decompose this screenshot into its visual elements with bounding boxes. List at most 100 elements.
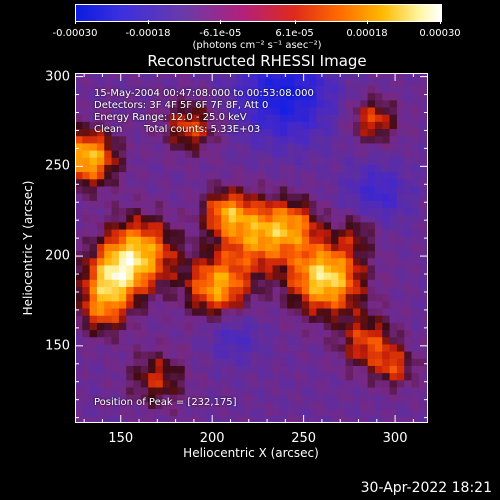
heatmap-cell xyxy=(133,293,142,302)
heatmap-cell xyxy=(214,85,222,94)
heatmap-cell xyxy=(287,336,295,345)
heatmap-cell xyxy=(257,315,266,323)
heatmap-cell xyxy=(118,415,127,423)
heatmap-cell xyxy=(309,300,317,309)
heatmap-cell xyxy=(287,344,295,352)
heatmap-cell xyxy=(257,178,266,187)
heatmap-cell xyxy=(170,358,178,366)
heatmap-cell xyxy=(148,107,156,115)
heatmap-cell xyxy=(235,178,244,187)
heatmap-cell xyxy=(294,143,303,151)
heatmap-cell xyxy=(133,135,142,144)
heatmap-cell xyxy=(389,394,398,402)
heatmap-cell xyxy=(272,236,281,244)
heatmap-cell xyxy=(338,73,347,79)
heatmap-cell xyxy=(199,329,208,338)
heatmap-cell xyxy=(360,78,369,86)
heatmap-cell xyxy=(345,221,354,230)
heatmap-cell xyxy=(418,92,427,101)
heatmap-cell xyxy=(111,99,120,108)
heatmap-cell xyxy=(250,150,259,158)
heatmap-cell xyxy=(148,279,156,287)
heatmap-cell xyxy=(374,135,383,144)
heatmap-cell xyxy=(389,365,398,374)
heatmap-cell xyxy=(367,272,376,280)
heatmap-cell xyxy=(287,207,295,216)
heatmap-cell xyxy=(353,315,361,323)
heatmap-cell xyxy=(111,107,120,115)
heatmap-cell xyxy=(221,186,230,194)
heatmap-cell xyxy=(323,107,332,115)
heatmap-cell xyxy=(301,229,310,237)
heatmap-cell xyxy=(243,379,251,388)
heatmap-cell xyxy=(184,308,193,316)
heatmap-cell xyxy=(192,272,200,280)
heatmap-cell xyxy=(133,200,142,209)
heatmap-cell xyxy=(111,157,120,165)
heatmap-cell xyxy=(155,272,164,280)
heatmap-cell xyxy=(155,135,164,144)
heatmap-cell xyxy=(389,78,398,86)
heatmap-cell xyxy=(140,78,149,86)
heatmap-cell xyxy=(367,92,376,101)
y-axis-label: Heliocentric Y (arcsec) xyxy=(21,180,35,316)
heatmap-cell xyxy=(177,401,186,410)
heatmap-cell xyxy=(353,293,361,302)
heatmap-cell xyxy=(382,186,390,194)
heatmap-cell xyxy=(382,372,390,381)
heatmap-cell xyxy=(192,229,200,237)
heatmap-cell xyxy=(279,150,288,158)
heatmap-cell xyxy=(148,272,156,280)
heatmap-cell xyxy=(184,73,193,79)
annotation-method: Clean xyxy=(94,124,123,135)
heatmap-cell xyxy=(411,157,420,165)
heatmap-cell xyxy=(265,73,273,79)
heatmap-cell xyxy=(206,107,215,115)
heatmap-cell xyxy=(418,315,427,323)
heatmap-cell xyxy=(257,293,266,302)
heatmap-cell xyxy=(148,300,156,309)
heatmap-cell xyxy=(294,379,303,388)
heatmap-cell xyxy=(126,150,134,158)
heatmap-cell xyxy=(148,73,156,79)
heatmap-cell xyxy=(155,121,164,130)
heatmap-cell xyxy=(353,186,361,194)
heatmap-cell xyxy=(272,387,281,395)
heatmap-cell xyxy=(126,236,134,244)
heatmap-cell xyxy=(250,336,259,345)
heatmap-cell xyxy=(140,315,149,323)
heatmap-cell xyxy=(184,272,193,280)
heatmap-cell xyxy=(140,178,149,187)
heatmap-cell xyxy=(133,221,142,230)
heatmap-cell xyxy=(133,329,142,338)
heatmap-cell xyxy=(338,365,347,374)
heatmap-cell xyxy=(214,78,222,86)
heatmap-cell xyxy=(360,157,369,165)
heatmap-cell xyxy=(221,193,230,201)
heatmap-cell xyxy=(82,300,91,309)
heatmap-cell xyxy=(418,186,427,194)
heatmap-cell xyxy=(192,286,200,295)
heatmap-cell xyxy=(235,308,244,316)
heatmap-cell xyxy=(396,143,405,151)
heatmap-cell xyxy=(82,315,91,323)
heatmap-cell xyxy=(214,351,222,359)
heatmap-cell xyxy=(367,293,376,302)
heatmap-cell xyxy=(279,207,288,216)
heatmap-cell xyxy=(301,344,310,352)
heatmap-cell xyxy=(235,207,244,216)
heatmap-cell xyxy=(411,415,420,423)
heatmap-cell xyxy=(323,415,332,423)
heatmap-cell xyxy=(374,92,383,101)
heatmap-cell xyxy=(396,272,405,280)
heatmap-cell xyxy=(316,78,325,86)
heatmap-cell xyxy=(301,178,310,187)
heatmap-cell xyxy=(396,415,405,423)
heatmap-cell xyxy=(418,135,427,144)
heatmap-cell xyxy=(287,265,295,273)
heatmap-cell xyxy=(96,150,105,158)
heatmap-cell xyxy=(323,85,332,94)
heatmap-cell xyxy=(126,387,134,395)
heatmap-cell xyxy=(162,135,171,144)
heatmap-cell xyxy=(272,78,281,86)
